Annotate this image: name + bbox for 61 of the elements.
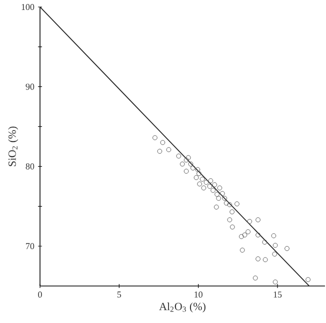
- point: [227, 202, 232, 208]
- x-tick-label: 0: [38, 292, 42, 298]
- point: [242, 232, 248, 238]
- point: [214, 204, 219, 210]
- x-axis-title: Al$_{2}$O$_{3}$ (%): [159, 302, 206, 312]
- x-tick-label: 10: [194, 292, 202, 298]
- point: [220, 191, 225, 196]
- point: [157, 148, 162, 154]
- point: [230, 224, 235, 230]
- point: [188, 162, 194, 166]
- point: [227, 217, 232, 222]
- point: [271, 233, 276, 238]
- point: [196, 171, 202, 176]
- point: [214, 192, 220, 197]
- point: [306, 277, 311, 282]
- point: [272, 252, 278, 257]
- point: [180, 162, 185, 166]
- point: [284, 246, 290, 251]
- point: [256, 232, 260, 238]
- point: [184, 168, 189, 174]
- point: [176, 154, 182, 159]
- x-tick-label: 15: [274, 292, 282, 298]
- y-tick-label: 70: [26, 243, 34, 250]
- point: [272, 242, 278, 248]
- point: [200, 176, 205, 182]
- point: [204, 180, 209, 185]
- point: [207, 184, 212, 189]
- point: [160, 140, 166, 145]
- point: [166, 147, 172, 152]
- y-tick-label: 90: [26, 84, 34, 90]
- point: [222, 196, 228, 201]
- point: [272, 280, 278, 284]
- point: [262, 257, 268, 262]
- point: [252, 276, 258, 280]
- point: [195, 167, 200, 172]
- point: [247, 218, 252, 224]
- point: [201, 185, 206, 190]
- point: [208, 178, 214, 184]
- point: [256, 217, 260, 222]
- point: [210, 188, 216, 193]
- point: [246, 229, 250, 234]
- point: [224, 200, 229, 206]
- point: [256, 256, 260, 262]
- y-tick-label: 80: [26, 163, 34, 170]
- point: [190, 166, 196, 170]
- point: [212, 182, 218, 188]
- point: [234, 201, 240, 206]
- point: [152, 135, 158, 140]
- y-axis-title: SiO$_{2}$ (%): [8, 126, 18, 166]
- point: [194, 175, 199, 180]
- point: [184, 158, 189, 162]
- point: [238, 234, 244, 240]
- point: [217, 185, 222, 190]
- point: [262, 240, 268, 245]
- point: [216, 196, 222, 201]
- y-tick-label: 100: [22, 4, 34, 10]
- point: [197, 182, 202, 186]
- point: [230, 209, 235, 214]
- point: [240, 248, 245, 253]
- x-tick-label: 5: [117, 292, 122, 298]
- point: [186, 155, 191, 160]
